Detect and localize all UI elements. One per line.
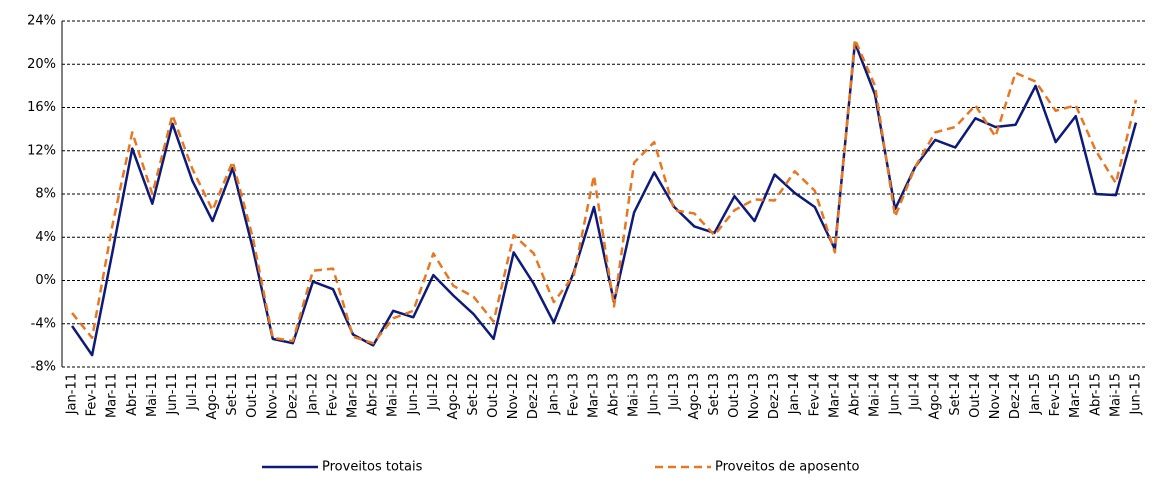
- x-tick-label: Dez-11: [285, 373, 300, 419]
- y-tick-label: -4%: [31, 316, 56, 331]
- x-tick-label: Set-13: [707, 373, 722, 416]
- x-tick-label: Fev-14: [807, 373, 822, 416]
- legend-label: Proveitos totais: [322, 460, 423, 475]
- x-tick-label: Out-12: [486, 373, 501, 418]
- x-tick-label: Ago-14: [928, 373, 943, 420]
- x-tick-label: Mar-15: [1068, 373, 1083, 418]
- x-tick-label: Abr-13: [607, 373, 622, 416]
- x-tick-label: Nov-11: [265, 373, 280, 419]
- x-tick-label: Abr-15: [1088, 373, 1103, 416]
- x-tick-label: Out-13: [727, 373, 742, 418]
- x-tick-label: Jan-15: [1028, 373, 1043, 415]
- x-tick-label: Set-14: [948, 373, 963, 416]
- x-tick-label: Jun-13: [647, 373, 662, 416]
- x-tick-label: Mai-13: [627, 373, 642, 417]
- legend-label: Proveitos de aposento: [715, 460, 860, 475]
- x-tick-label: Mar-12: [346, 373, 361, 418]
- x-tick-label: Ago-13: [687, 373, 702, 420]
- x-tick-label: Out-14: [968, 373, 983, 418]
- x-tick-label: Mai-11: [145, 373, 160, 417]
- x-tick-label: Jan-11: [65, 373, 80, 415]
- x-tick-label: Fev-15: [1048, 373, 1063, 416]
- x-tick-label: Set-11: [225, 373, 240, 416]
- x-tick-label: Dez-12: [526, 373, 541, 419]
- x-tick-label: Jul-12: [426, 373, 441, 411]
- x-tick-label: Fev-12: [326, 373, 341, 416]
- x-tick-label: Ago-12: [446, 373, 461, 420]
- x-tick-label: Abr-14: [847, 373, 862, 416]
- x-tick-label: Jun-14: [888, 373, 903, 416]
- y-tick-label: 4%: [35, 230, 56, 245]
- x-tick-label: Mar-11: [105, 373, 120, 418]
- x-tick-label: Jul-11: [185, 373, 200, 411]
- x-tick-label: Jul-13: [667, 373, 682, 411]
- x-tick-label: Mai-15: [1108, 373, 1123, 417]
- x-tick-label: Mar-13: [586, 373, 601, 418]
- series-line: [71, 38, 1138, 345]
- x-tick-label: Jun-11: [165, 373, 180, 416]
- x-tick-label: Fev-13: [566, 373, 581, 416]
- x-tick-label: Fev-11: [85, 373, 100, 416]
- x-tick-label: Nov-14: [988, 373, 1003, 419]
- x-tick-label: Out-11: [245, 373, 260, 418]
- x-tick-label: Set-12: [466, 373, 481, 416]
- x-tick-label: Nov-13: [747, 373, 762, 419]
- x-tick-label: Jan-13: [546, 373, 561, 415]
- x-tick-label: Jul-14: [908, 373, 923, 411]
- y-tick-label: 20%: [27, 57, 56, 72]
- x-tick-label: Jan-14: [787, 373, 802, 415]
- y-tick-label: 0%: [35, 273, 56, 288]
- y-tick-label: -8%: [31, 360, 56, 375]
- y-tick-label: 8%: [35, 187, 56, 202]
- y-tick-label: 12%: [27, 143, 56, 158]
- x-tick-label: Dez-13: [767, 373, 782, 419]
- x-tick-label: Jun-15: [1128, 373, 1143, 416]
- x-tick-label: Abr-12: [366, 373, 381, 416]
- x-tick-label: Mar-14: [827, 373, 842, 418]
- x-tick-label: Abr-11: [125, 373, 140, 416]
- x-tick-label: Mai-14: [868, 373, 883, 417]
- x-tick-label: Jan-12: [305, 373, 320, 415]
- x-tick-label: Nov-12: [506, 373, 521, 419]
- x-tick-label: Jun-12: [406, 373, 421, 416]
- x-tick-label: Mai-12: [386, 373, 401, 417]
- x-tick-label: Dez-14: [1008, 373, 1023, 419]
- y-tick-label: 24%: [27, 14, 56, 29]
- x-tick-label: Ago-11: [205, 373, 220, 420]
- y-tick-label: 16%: [27, 100, 56, 115]
- series-line: [71, 41, 1138, 357]
